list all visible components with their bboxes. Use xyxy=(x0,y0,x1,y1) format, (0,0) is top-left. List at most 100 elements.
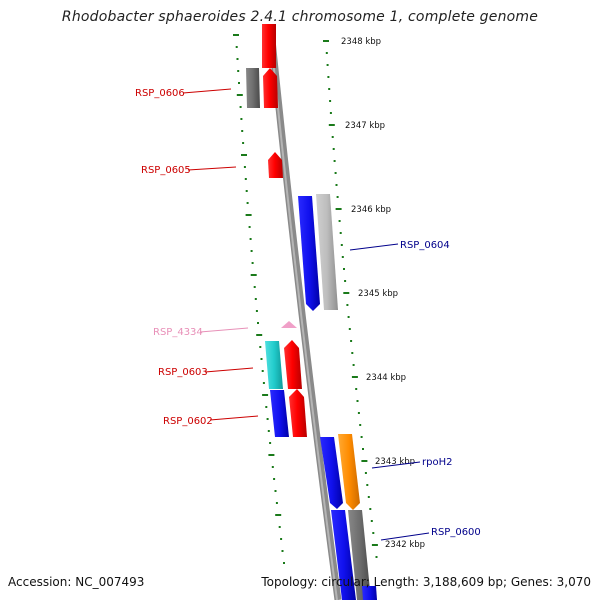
feature-block-0603-0602[interactable] xyxy=(265,340,307,437)
tick-mark xyxy=(251,262,254,264)
tick-mark xyxy=(262,382,265,384)
feature-red-top xyxy=(262,24,276,68)
gene-label-rsp-0602[interactable]: RSP_0602 xyxy=(163,416,213,427)
tick-mark xyxy=(367,496,370,498)
feature-red-0603-arrow xyxy=(284,340,302,389)
tick-mark xyxy=(343,292,350,294)
tick-mark xyxy=(241,130,244,132)
tick-mark xyxy=(341,256,344,258)
leader-rsp-0603 xyxy=(204,367,254,373)
tick-mark xyxy=(245,190,248,192)
scale-label-2345: 2345 kbp xyxy=(358,289,398,299)
scale-label-2343: 2343 kbp xyxy=(375,457,415,467)
feature-cyan-0603 xyxy=(265,341,283,389)
tick-mark xyxy=(343,268,345,270)
feature-red-0606-arrow xyxy=(263,68,278,108)
feature-block-rpoh2-0600[interactable] xyxy=(320,434,377,600)
gene-label-rsp-0603[interactable]: RSP_0603 xyxy=(158,367,208,378)
tick-mark xyxy=(261,370,264,372)
tick-mark xyxy=(239,106,242,108)
tick-mark xyxy=(275,514,282,516)
tick-mark xyxy=(249,238,252,240)
tick-mark xyxy=(369,508,372,510)
tick-mark xyxy=(274,490,277,492)
tick-mark xyxy=(269,442,272,444)
tick-mark xyxy=(325,52,328,54)
tick-mark xyxy=(243,166,246,168)
tick-mark xyxy=(259,346,262,348)
tick-mark xyxy=(280,538,283,540)
tick-mark xyxy=(283,562,285,564)
gene-label-rsp-0600[interactable]: RSP_0600 xyxy=(431,527,481,538)
tick-mark xyxy=(260,358,263,360)
tick-mark xyxy=(347,316,350,318)
gene-label-rpoh2[interactable]: rpoH2 xyxy=(422,457,452,468)
tick-mark xyxy=(281,550,284,552)
leader-rsp-4334 xyxy=(199,327,249,333)
tick-mark xyxy=(278,526,281,528)
accession-text: Accession: NC_007493 xyxy=(8,575,145,589)
genome-summary-text: Topology: circular; Length: 3,188,609 bp… xyxy=(261,575,591,589)
tick-mark xyxy=(362,448,364,450)
tick-mark xyxy=(242,142,245,144)
map-title: Rhodobacter sphaeroides 2.4.1 chromosome… xyxy=(61,9,539,25)
tick-mark xyxy=(375,556,378,558)
feature-blue-0602 xyxy=(270,390,289,437)
tick-mark xyxy=(254,298,257,300)
feature-dark-gray-0600 xyxy=(348,510,371,600)
feature-blue-0604-arrow xyxy=(298,196,320,311)
tick-mark xyxy=(348,328,351,330)
tick-mark xyxy=(371,544,378,546)
tick-mark xyxy=(248,226,251,228)
tick-mark xyxy=(350,340,353,342)
tick-mark xyxy=(351,352,354,354)
gene-label-rsp-0605[interactable]: RSP_0605 xyxy=(141,165,191,176)
tick-mark xyxy=(268,454,275,456)
tick-mark xyxy=(253,286,256,288)
tick-mark xyxy=(339,232,342,234)
tick-mark xyxy=(366,484,369,486)
tick-mark xyxy=(340,244,343,246)
tick-mark xyxy=(360,436,363,438)
tick-mark xyxy=(323,40,329,42)
tick-mark xyxy=(329,100,332,102)
tick-mark xyxy=(273,478,276,480)
tick-mark xyxy=(332,148,335,150)
tick-mark xyxy=(241,154,247,156)
tick-mark xyxy=(359,424,362,426)
feature-block-0604[interactable] xyxy=(298,194,338,311)
leader-rpoh2 xyxy=(371,461,421,469)
gene-label-rsp-0604[interactable]: RSP_0604 xyxy=(400,240,450,251)
tick-mark xyxy=(245,214,252,216)
scale-label-2346: 2346 kbp xyxy=(351,205,391,215)
tick-mark xyxy=(266,418,269,420)
tick-mark xyxy=(356,400,359,402)
gene-label-rsp-4334[interactable]: RSP_4334 xyxy=(153,327,203,338)
leader-rsp-0604 xyxy=(349,243,399,251)
tick-mark xyxy=(334,172,337,174)
tick-mark xyxy=(237,70,240,72)
feature-dark-gray-0606 xyxy=(246,68,260,108)
feature-blue-rpoh2-arrow xyxy=(320,437,343,509)
tick-mark xyxy=(344,280,347,282)
scale-label-2347: 2347 kbp xyxy=(345,121,385,131)
feature-block-top[interactable] xyxy=(246,24,283,178)
feature-red-0605-arrow xyxy=(268,152,283,178)
tick-mark xyxy=(331,136,334,138)
feature-red-0602-arrow xyxy=(289,389,307,437)
tick-mark xyxy=(326,64,329,66)
tick-mark xyxy=(233,34,239,36)
tick-mark xyxy=(250,274,257,276)
tick-mark xyxy=(257,322,259,324)
gene-label-rsp-0606[interactable]: RSP_0606 xyxy=(135,88,185,99)
feature-pink-4334[interactable] xyxy=(281,321,297,328)
tick-mark xyxy=(328,124,335,126)
tick-mark xyxy=(335,184,338,186)
tick-mark xyxy=(355,388,358,390)
tick-mark xyxy=(352,364,355,366)
tick-mark xyxy=(351,376,358,378)
leader-rsp-0602 xyxy=(209,415,259,421)
tick-mark xyxy=(236,58,239,60)
feature-blue-bottom-right xyxy=(362,586,377,600)
